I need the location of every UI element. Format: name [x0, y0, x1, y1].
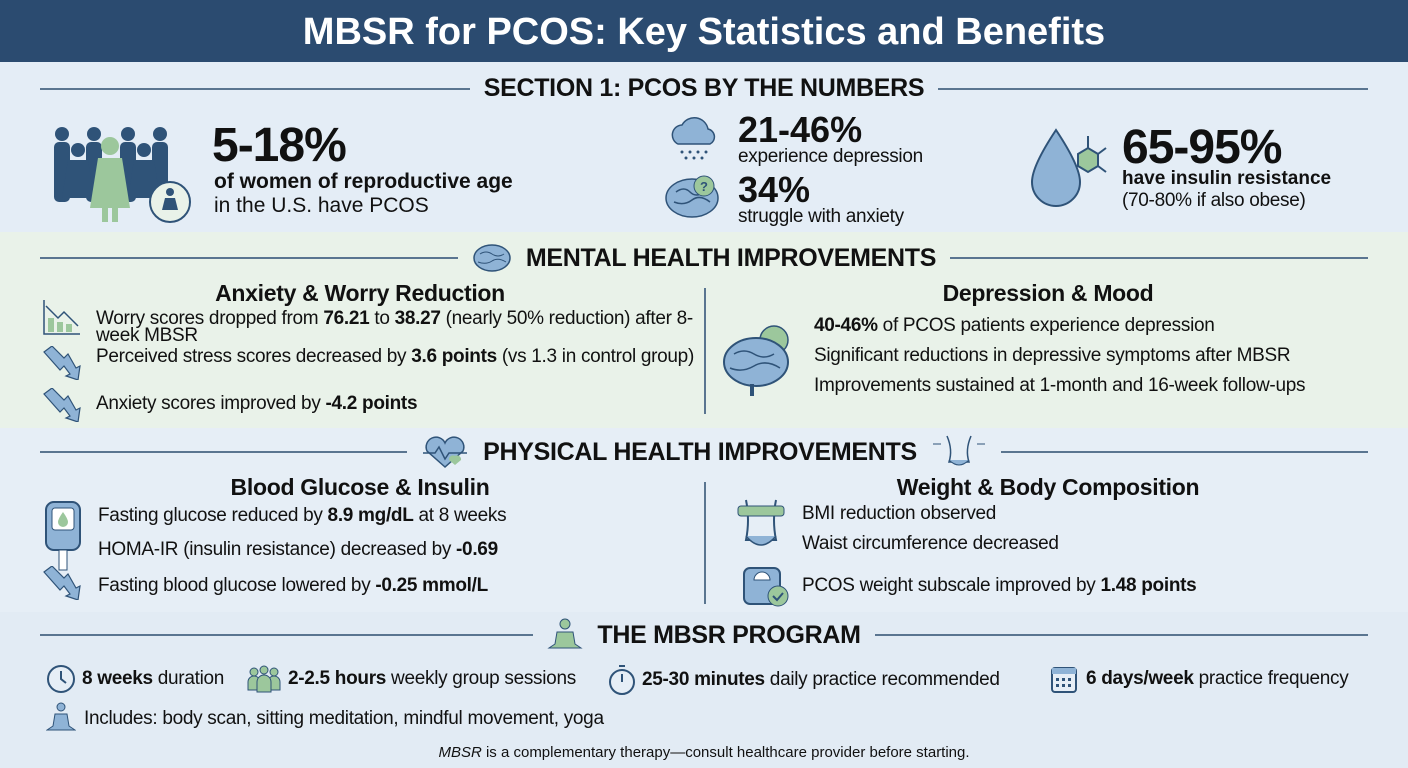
- program-item: 2-2.5 hours weekly group sessions: [246, 664, 576, 694]
- footnote: MBSR is a complementary therapy—consult …: [438, 744, 970, 761]
- stopwatch-icon: [609, 665, 635, 695]
- stat-anxiety: 34%: [738, 169, 811, 210]
- divider: [40, 634, 534, 636]
- list-item: Waist circumference decreased: [802, 533, 1059, 554]
- waist-measure-icon: [932, 435, 985, 466]
- divider: [950, 257, 1369, 259]
- section-heading: THE MBSR PROGRAM: [597, 620, 861, 649]
- section-heading: PHYSICAL HEALTH IMPROVEMENTS: [483, 437, 917, 466]
- drop-molecule-icon: [1030, 128, 1107, 207]
- list-item: Perceived stress scores decreased by 3.6…: [96, 346, 694, 367]
- section-heading: MENTAL HEALTH IMPROVEMENTS: [525, 243, 937, 272]
- list-item: Anxiety scores improved by -4.2 points: [96, 393, 418, 414]
- program-includes: Includes: body scan, sitting meditation,…: [46, 702, 604, 736]
- stat-label: (70-80% if also obese): [1122, 190, 1306, 211]
- yoga-pose-icon: [46, 702, 76, 731]
- stat-label: experience depression: [738, 146, 923, 167]
- stat-label: of women of reproductive age: [214, 170, 513, 193]
- program-item: 8 weeks duration: [46, 664, 224, 694]
- divider: [1000, 451, 1369, 453]
- section-mental-health: MENTAL HEALTH IMPROVEMENTS Anxiety & Wor…: [0, 232, 1408, 428]
- divider: [874, 634, 1369, 636]
- stat-depression: 21-46%: [738, 109, 863, 150]
- divider: [40, 451, 408, 453]
- divider: [40, 87, 470, 90]
- group-icon: [247, 665, 281, 693]
- subsection-title: Weight & Body Composition: [896, 474, 1200, 500]
- list-item: Fasting blood glucose lowered by -0.25 m…: [98, 575, 488, 596]
- program-item: 25-30 minutes daily practice recommended: [608, 664, 1000, 696]
- section-mbsr-program: THE MBSR PROGRAM 8 weeks duration 2-2.5 …: [0, 612, 1408, 768]
- brain-icon: [473, 244, 511, 272]
- subsection-title: Blood Glucose & Insulin: [230, 474, 490, 500]
- section-physical-health: PHYSICAL HEALTH IMPROVEMENTS Blood Gluco…: [0, 428, 1408, 612]
- heart-pulse-icon: [423, 436, 468, 469]
- brain-question-icon: ?: [665, 175, 719, 218]
- divider: [938, 87, 1369, 90]
- subsection-title: Depression & Mood: [942, 280, 1154, 306]
- women-group-icon: [54, 127, 191, 223]
- svg-text:?: ?: [700, 179, 708, 194]
- subsection-title: Anxiety & Worry Reduction: [215, 280, 505, 306]
- trend-down-arrow-icon: [43, 388, 81, 422]
- list-item: Worry scores dropped from 76.21 to 38.27…: [96, 308, 693, 346]
- list-item: 40-46% of PCOS patients experience depre…: [814, 315, 1215, 336]
- clock-icon: [47, 665, 75, 693]
- stat-label: in the U.S. have PCOS: [214, 194, 429, 217]
- scale-check-icon: [743, 567, 789, 607]
- stat-label: have insulin resistance: [1122, 168, 1332, 189]
- divider: [704, 482, 706, 604]
- program-item: 6 days/week practice frequency: [1050, 664, 1349, 694]
- section-heading: SECTION 1: PCOS BY THE NUMBERS: [483, 74, 925, 102]
- stat-pcos-prevalence: 5-18%: [212, 119, 347, 172]
- trend-down-arrow-icon: [43, 566, 81, 600]
- declining-chart-icon: [43, 300, 80, 335]
- rain-cloud-icon: [671, 117, 716, 160]
- list-item: HOMA-IR (insulin resistance) decreased b…: [98, 539, 498, 560]
- trend-down-arrow-icon: [43, 346, 81, 380]
- brain-sun-icon: [723, 325, 789, 396]
- stat-insulin-resistance: 65-95%: [1122, 121, 1282, 174]
- list-item: Significant reductions in depressive sym…: [814, 345, 1291, 366]
- list-item: Fasting glucose reduced by 8.9 mg/dL at …: [98, 505, 507, 526]
- stat-label: struggle with anxiety: [738, 206, 904, 227]
- divider: [704, 288, 706, 414]
- calendar-icon: [1051, 667, 1077, 693]
- list-item: BMI reduction observed: [802, 503, 997, 524]
- measuring-tape-waist-icon: [737, 499, 785, 546]
- page-title: MBSR for PCOS: Key Statistics and Benefi…: [0, 0, 1408, 62]
- meditation-icon: [547, 618, 584, 649]
- list-item: PCOS weight subscale improved by 1.48 po…: [802, 575, 1197, 596]
- divider: [40, 257, 458, 259]
- list-item: Improvements sustained at 1-month and 16…: [814, 375, 1306, 396]
- glucose-meter-icon: [45, 501, 81, 571]
- section-pcos-numbers: SECTION 1: PCOS BY THE NUMBERS 5-18% of …: [0, 62, 1408, 232]
